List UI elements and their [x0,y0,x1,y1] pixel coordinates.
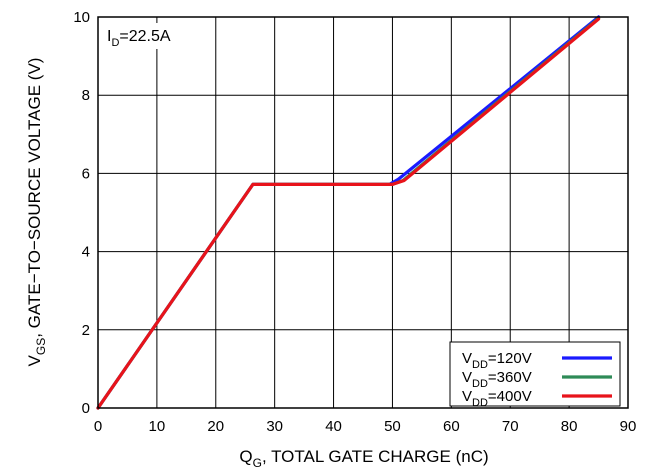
x-tick-label: 80 [561,418,578,435]
legend-label: VDD=360V [462,369,532,390]
series-lines [96,15,601,410]
series-line-400v [96,17,601,410]
x-tick-label: 60 [443,418,460,435]
x-tick-label: 10 [149,418,166,435]
y-axis-label: VGS, GATE−TO−SOURCE VOLTAGE (V) [25,58,48,367]
x-axis-label: QG, TOTAL GATE CHARGE (nC) [239,447,488,470]
tick-labels: 0 10 20 30 40 50 60 70 80 90 0 2 4 6 8 10 [73,9,636,435]
y-tick-label: 2 [82,322,90,339]
legend-label: VDD=120V [462,350,532,371]
x-tick-label: 70 [502,418,519,435]
y-tick-label: 4 [82,244,90,261]
x-tick-label: 20 [207,418,224,435]
y-tick-label: 8 [82,87,90,104]
plot-frame [97,16,629,409]
x-tick-label: 90 [620,418,637,435]
legend-label: VDD=400V [462,388,532,409]
x-tick-label: 0 [94,418,102,435]
svg-text:ID=22.5A: ID=22.5A [107,28,171,49]
y-tick-label: 0 [82,400,90,417]
x-tick-label: 50 [384,418,401,435]
x-tick-label: 30 [266,418,283,435]
x-tick-label: 40 [325,418,342,435]
y-tick-label: 6 [82,165,90,182]
y-tick-label: 10 [73,9,90,26]
current-annotation: ID=22.5A [103,23,185,49]
